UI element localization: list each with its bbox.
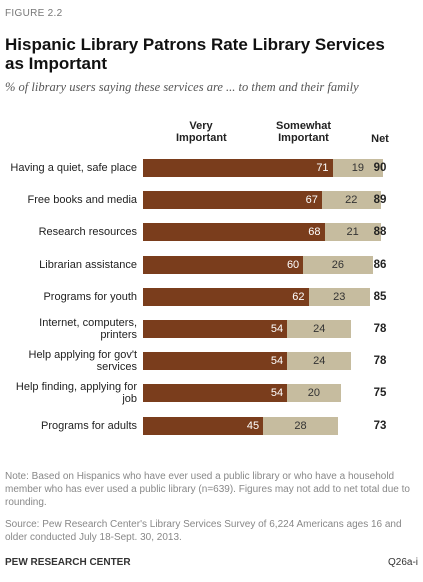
net-value: 75: [373, 387, 387, 400]
value-label-somewhat-important: 24: [313, 355, 326, 368]
bar-very-important: [143, 384, 288, 403]
category-label: Internet, computers, printers: [39, 317, 137, 341]
value-label-very-important: 67: [305, 194, 318, 207]
col-header-very-important: Very Important: [176, 120, 227, 144]
bar-very-important: [143, 223, 325, 242]
bar-somewhat-important: [332, 159, 384, 177]
bar-very-important: [143, 287, 309, 306]
category-label: Programs for adults: [41, 419, 137, 432]
value-label-very-important: 68: [308, 226, 321, 239]
category-label: Free books and media: [27, 194, 137, 207]
value-label-very-important: 71: [316, 162, 329, 174]
value-label-very-important: 45: [246, 419, 260, 432]
net-value: 85: [373, 290, 387, 303]
net-value: 78: [373, 323, 387, 335]
bar-somewhat-important: [287, 352, 352, 371]
value-label-somewhat-important: 28: [294, 419, 307, 432]
value-label-somewhat-important: 21: [346, 226, 359, 239]
net-value: 78: [373, 355, 387, 368]
bar-very-important: [143, 159, 333, 177]
bar-somewhat-important: [263, 416, 338, 435]
bar-somewhat-important: [287, 320, 352, 338]
net-value: 86: [373, 258, 387, 271]
category-label: Help finding, applying for job: [15, 381, 137, 406]
value-label-very-important: 54: [270, 387, 284, 400]
bar-somewhat-important: [324, 223, 381, 242]
note: Note: Based on Hispanics who have ever u…: [5, 471, 410, 508]
figure-label: FIGURE 2.2: [5, 8, 63, 19]
net-value: 73: [373, 419, 387, 432]
category-label: Having a quiet, safe place: [10, 162, 137, 174]
category-label: Research resources: [38, 226, 137, 239]
value-label-somewhat-important: 22: [345, 194, 358, 207]
bar-somewhat-important: [321, 191, 381, 210]
value-label-somewhat-important: 20: [307, 387, 320, 400]
value-label-somewhat-important: 24: [313, 323, 326, 335]
chart-subtitle: % of library users saying these services…: [5, 80, 359, 94]
net-value: 90: [373, 162, 387, 174]
category-label: Programs for youth: [43, 290, 137, 303]
value-label-somewhat-important: 26: [331, 258, 345, 271]
value-label-very-important: 60: [286, 258, 300, 271]
category-label: Help applying for gov't services: [28, 349, 138, 374]
bar-very-important: [143, 320, 288, 338]
source: Source: Pew Research Center's Library Se…: [5, 519, 402, 543]
net-value: 88: [373, 226, 387, 239]
bar-very-important: [143, 416, 264, 435]
bar-very-important: [143, 255, 304, 274]
bar-very-important: [143, 352, 288, 371]
value-label-very-important: 54: [270, 355, 284, 368]
col-header-net: Net: [371, 133, 389, 145]
value-label-very-important: 54: [270, 323, 284, 335]
net-value: 89: [373, 194, 387, 207]
category-label: Librarian assistance: [39, 258, 137, 271]
bar-somewhat-important: [287, 384, 341, 403]
footer-org: PEW RESEARCH CENTER: [5, 557, 131, 568]
value-label-very-important: 62: [292, 290, 305, 303]
bar-somewhat-important: [308, 287, 370, 306]
value-label-somewhat-important: 19: [351, 162, 365, 174]
chart-title: Hispanic Library Patrons Rate Library Se…: [5, 35, 385, 73]
col-header-somewhat-important: Somewhat Important: [276, 120, 332, 144]
bar-somewhat-important: [303, 255, 373, 274]
value-label-somewhat-important: 23: [333, 290, 346, 303]
footer-code: Q26a-i: [387, 557, 418, 568]
bar-very-important: [143, 191, 322, 210]
